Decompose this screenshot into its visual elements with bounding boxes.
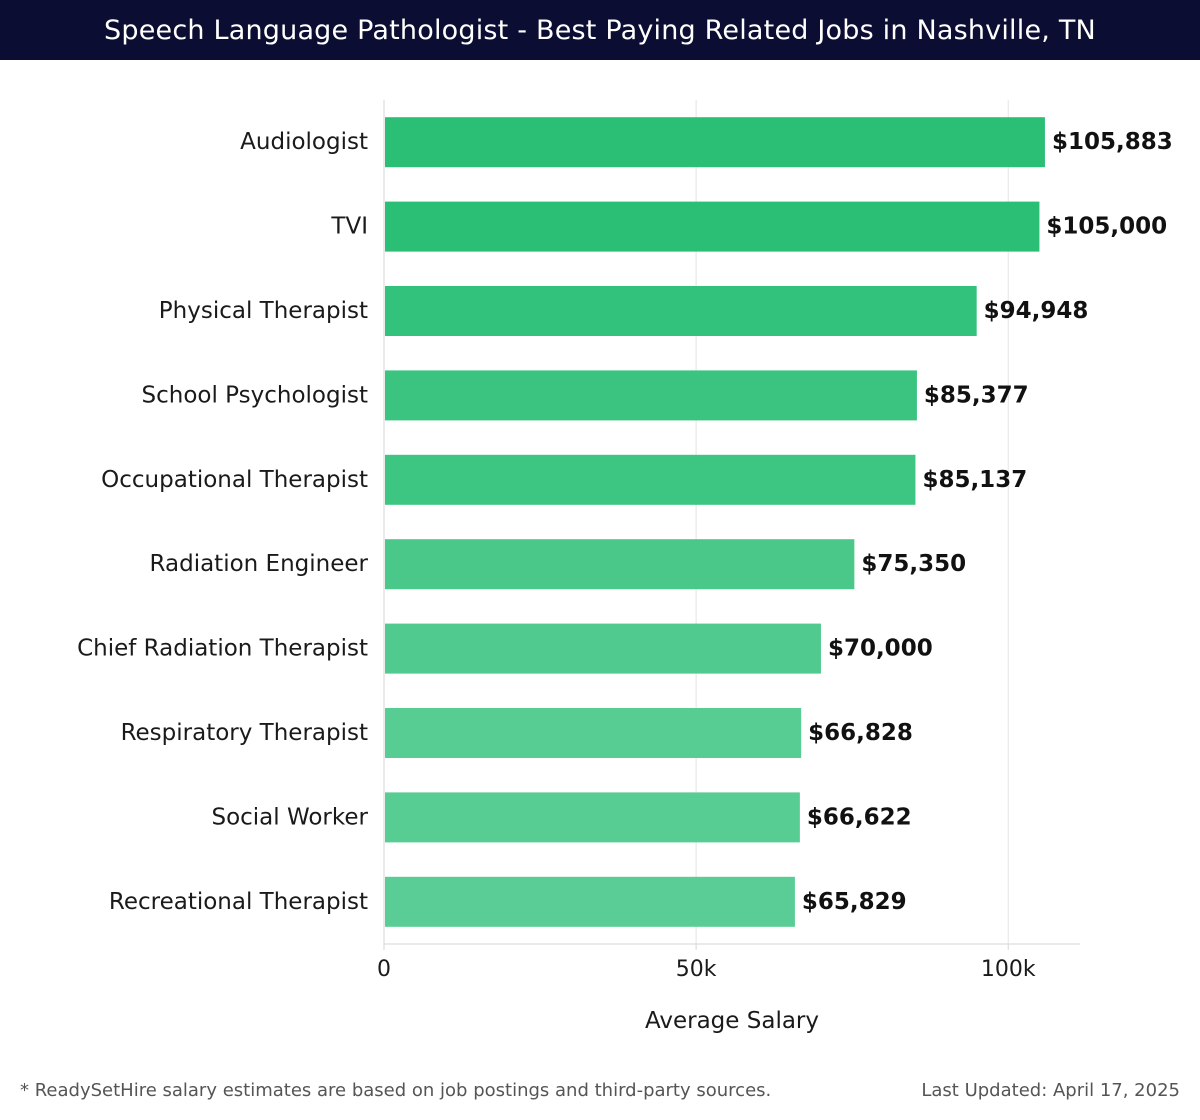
bar <box>385 370 917 421</box>
x-tick-label: 100k <box>981 957 1036 982</box>
category-label: Physical Therapist <box>159 298 368 324</box>
footer-note: * ReadySetHire salary estimates are base… <box>20 1080 772 1101</box>
x-axis-title: Average Salary <box>645 1008 819 1034</box>
bar <box>385 201 1040 252</box>
value-label: $75,350 <box>861 551 966 577</box>
category-label: Recreational Therapist <box>109 889 368 915</box>
bar <box>385 286 977 336</box>
category-label: Radiation Engineer <box>150 551 369 577</box>
value-label: $105,000 <box>1046 214 1167 240</box>
value-label: $66,622 <box>807 804 912 830</box>
bar <box>385 792 800 843</box>
bar <box>385 708 802 758</box>
value-label: $94,948 <box>984 298 1089 324</box>
bar <box>385 876 795 927</box>
x-tick-label: 50k <box>676 957 717 982</box>
chart-title: Speech Language Pathologist - Best Payin… <box>104 14 1096 46</box>
x-tick-label: 0 <box>377 957 391 982</box>
category-label: Audiologist <box>240 129 368 155</box>
bar <box>385 539 855 590</box>
value-label: $85,377 <box>924 382 1029 408</box>
last-updated: Last Updated: April 17, 2025 <box>921 1080 1180 1101</box>
category-label: School Psychologist <box>142 382 368 408</box>
value-label: $70,000 <box>828 636 933 662</box>
category-label: Occupational Therapist <box>101 467 368 493</box>
bar <box>385 117 1045 168</box>
chart-header: Speech Language Pathologist - Best Payin… <box>0 0 1200 60</box>
category-label: Social Worker <box>211 804 368 830</box>
category-label: Respiratory Therapist <box>121 720 368 746</box>
category-label: Chief Radiation Therapist <box>77 636 368 662</box>
value-label: $105,883 <box>1052 129 1173 155</box>
bar <box>385 623 821 674</box>
salary-bar-chart: Audiologist $105,883 TVI $105,000 Physical T… <box>77 100 1173 1034</box>
value-label: $66,828 <box>808 720 913 746</box>
value-label: $65,829 <box>802 889 907 915</box>
value-label: $85,137 <box>922 467 1027 493</box>
bar <box>385 454 916 505</box>
category-label: TVI <box>330 214 368 240</box>
